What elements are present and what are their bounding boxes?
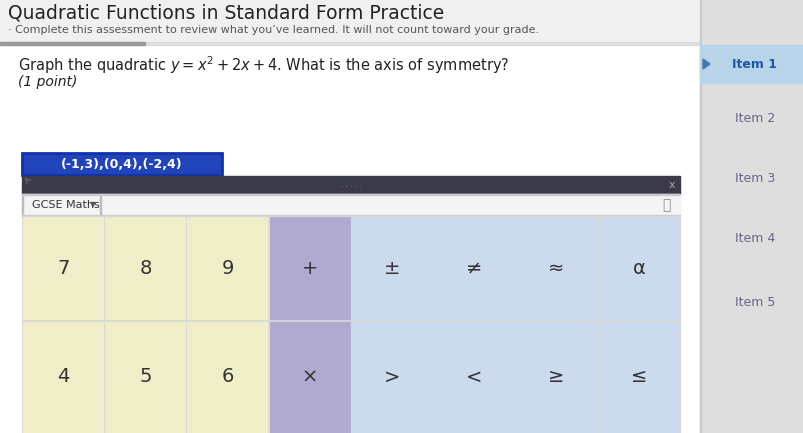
- Text: Item 5: Item 5: [734, 297, 774, 310]
- Text: 8: 8: [139, 259, 152, 278]
- Text: ≤: ≤: [630, 368, 646, 387]
- Bar: [268, 321, 351, 433]
- Bar: [597, 216, 679, 320]
- Bar: [351, 216, 433, 320]
- Text: Quadratic Functions in Standard Form Practice: Quadratic Functions in Standard Form Pra…: [8, 3, 444, 23]
- Bar: [433, 321, 515, 433]
- Bar: [186, 321, 268, 433]
- Bar: [22, 194, 23, 216]
- Text: 9: 9: [221, 259, 234, 278]
- Bar: [268, 321, 351, 433]
- Bar: [515, 321, 597, 433]
- Text: x: x: [668, 180, 675, 190]
- Bar: [22, 216, 104, 320]
- Bar: [0, 42, 803, 45]
- Text: . . . . .: . . . . .: [340, 182, 361, 188]
- Bar: [22, 176, 679, 194]
- Bar: [351, 216, 433, 320]
- Text: (1 point): (1 point): [18, 75, 77, 89]
- Bar: [699, 45, 803, 83]
- Bar: [104, 321, 186, 433]
- Bar: [515, 321, 597, 433]
- Text: ≈: ≈: [548, 259, 565, 278]
- Text: Item 1: Item 1: [732, 58, 777, 71]
- Text: ±: ±: [383, 259, 400, 278]
- Bar: [597, 216, 679, 320]
- Bar: [22, 321, 104, 433]
- Text: 4: 4: [57, 368, 69, 387]
- Polygon shape: [702, 59, 709, 69]
- Text: ×: ×: [301, 368, 318, 387]
- Bar: [351, 321, 433, 433]
- Bar: [100, 196, 101, 214]
- Text: Item 4: Item 4: [734, 232, 774, 245]
- Bar: [104, 216, 186, 320]
- Bar: [433, 216, 515, 320]
- Bar: [515, 216, 597, 320]
- Text: α: α: [632, 259, 645, 278]
- Bar: [22, 194, 679, 195]
- Bar: [597, 321, 679, 433]
- Bar: [104, 216, 186, 320]
- Bar: [351, 321, 433, 433]
- Bar: [22, 321, 104, 433]
- Bar: [22, 194, 679, 216]
- Text: ⓘ: ⓘ: [661, 198, 670, 212]
- Bar: [22, 216, 104, 320]
- Text: Item 2: Item 2: [734, 112, 774, 125]
- Text: <: <: [466, 368, 482, 387]
- Bar: [699, 0, 803, 433]
- Text: +: +: [301, 259, 318, 278]
- Bar: [0, 45, 699, 433]
- Text: ≥: ≥: [548, 368, 565, 387]
- Bar: [515, 216, 597, 320]
- Bar: [0, 42, 145, 45]
- Text: (-1,3),(0,4),(-2,4): (-1,3),(0,4),(-2,4): [61, 158, 182, 171]
- Text: ≠: ≠: [466, 259, 482, 278]
- Text: Graph the quadratic $y=x^2+2x+4$. What is the axis of symmetry?: Graph the quadratic $y=x^2+2x+4$. What i…: [18, 54, 509, 76]
- Bar: [22, 153, 222, 175]
- Bar: [268, 216, 351, 320]
- Bar: [104, 321, 186, 433]
- Text: 5: 5: [139, 368, 152, 387]
- Bar: [597, 321, 679, 433]
- Bar: [433, 321, 515, 433]
- Text: >: >: [384, 368, 400, 387]
- Bar: [186, 216, 268, 320]
- Bar: [0, 0, 803, 45]
- Text: GCSE Maths: GCSE Maths: [32, 200, 100, 210]
- Text: 7: 7: [57, 259, 69, 278]
- Text: 6: 6: [221, 368, 234, 387]
- Text: Item 3: Item 3: [734, 171, 774, 184]
- Bar: [186, 321, 268, 433]
- Bar: [268, 216, 351, 320]
- Bar: [433, 216, 515, 320]
- Text: ▼: ▼: [90, 200, 96, 210]
- Bar: [699, 0, 700, 433]
- Text: · Complete this assessment to review what you’ve learned. It will not count towa: · Complete this assessment to review wha…: [8, 25, 539, 35]
- Bar: [22, 215, 679, 216]
- Bar: [186, 216, 268, 320]
